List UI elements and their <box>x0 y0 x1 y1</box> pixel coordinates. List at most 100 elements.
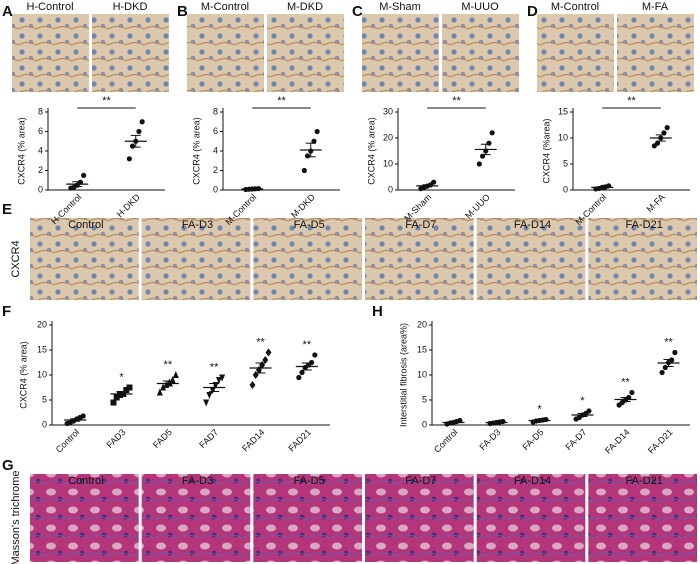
data-point <box>206 392 213 399</box>
data-point <box>136 128 142 135</box>
y-tick-label: 5 <box>563 158 568 168</box>
significance: ** <box>210 361 219 373</box>
y-tick-label: 6 <box>38 126 43 136</box>
y-tick-label: 10 <box>383 158 393 168</box>
data-point <box>126 156 132 162</box>
image-label: H-Control <box>26 1 73 13</box>
x-tick-label: FAD7 <box>197 427 220 450</box>
image-label: FA-D3 <box>182 219 213 231</box>
data-point <box>672 349 678 356</box>
significance: ** <box>303 339 312 351</box>
data-point <box>476 161 482 167</box>
row-label: CXCR4 <box>10 240 22 277</box>
data-point <box>203 399 210 407</box>
x-tick-label: FAD3 <box>105 427 128 450</box>
data-point <box>629 389 635 396</box>
micrograph <box>92 14 169 92</box>
data-point <box>299 369 305 376</box>
y-tick-label: 30 <box>383 106 393 116</box>
y-axis-label: CXCR4 (% area) <box>18 341 28 409</box>
significance: ** <box>452 95 461 107</box>
image-label: M-FA <box>642 1 669 13</box>
y-tick-label: 0 <box>42 419 47 429</box>
y-tick-label: 20 <box>417 319 427 329</box>
image-label: FA-D14 <box>514 475 551 487</box>
significance: ** <box>102 95 111 107</box>
image-label: H-DKD <box>113 1 148 13</box>
data-point <box>156 388 163 396</box>
data-point <box>110 399 117 406</box>
y-tick-label: 4 <box>38 145 43 155</box>
data-point <box>296 374 302 381</box>
micrograph <box>187 14 264 92</box>
data-point <box>265 348 272 357</box>
y-axis-label: Interstitial fibrosis (area%) <box>398 323 408 427</box>
micrograph <box>365 474 474 562</box>
data-point <box>81 172 87 178</box>
y-tick-label: 4 <box>213 145 218 155</box>
image-label: FA-D5 <box>294 219 325 231</box>
data-point <box>312 352 318 358</box>
significance: ** <box>627 95 636 107</box>
x-tick-label: FAD14 <box>240 427 267 454</box>
x-tick-label: M-FA <box>645 192 667 214</box>
y-tick-label: 0 <box>422 419 427 429</box>
significance: * <box>537 403 542 415</box>
data-point <box>116 392 123 398</box>
micrograph <box>617 14 694 92</box>
row-label: Masson's trichrome <box>10 470 22 564</box>
data-point <box>654 140 661 146</box>
image-label: FA-D3 <box>182 475 213 487</box>
data-point <box>129 143 136 149</box>
image-label: FA-D7 <box>405 219 436 231</box>
data-point <box>431 179 437 185</box>
data-point <box>113 394 120 401</box>
image-label: FA-D21 <box>626 475 663 487</box>
y-axis-label: CXCR4 (%area) <box>541 118 551 183</box>
significance: ** <box>277 95 286 107</box>
significance: ** <box>164 359 173 371</box>
y-tick-label: 15 <box>37 344 47 354</box>
panel-letter: H <box>372 303 383 320</box>
micrograph <box>253 474 362 562</box>
y-tick-label: 0 <box>388 184 393 194</box>
micrograph <box>30 474 139 562</box>
x-tick-label: FA-D5 <box>520 427 545 452</box>
panel-letter: G <box>2 457 14 474</box>
x-tick-label: M-DKD <box>289 192 317 220</box>
x-tick-label: FA-D21 <box>646 427 675 456</box>
panel-letter: C <box>352 3 363 20</box>
x-tick-label: FA-D7 <box>563 427 588 452</box>
x-tick-label: FAD21 <box>286 427 313 454</box>
image-label: M-Sham <box>379 1 421 13</box>
y-tick-label: 15 <box>558 106 568 116</box>
micrograph <box>476 474 586 562</box>
image-label: Control <box>68 219 103 231</box>
data-point <box>219 374 226 382</box>
x-tick-label: H-DKD <box>115 192 143 220</box>
image-label: M-DKD <box>287 1 323 13</box>
micrograph <box>362 14 439 92</box>
y-axis-label: CXCR4 (% area) <box>366 117 376 185</box>
data-point <box>664 125 670 131</box>
data-point <box>172 371 179 378</box>
y-tick-label: 0 <box>213 184 218 194</box>
data-point <box>304 153 311 159</box>
data-point <box>139 119 145 125</box>
y-tick-label: 0 <box>38 184 43 194</box>
x-tick-label: Control <box>54 427 82 455</box>
y-tick-label: 10 <box>37 369 47 379</box>
y-tick-label: 2 <box>38 165 43 175</box>
significance: * <box>119 371 124 383</box>
data-point <box>80 413 86 419</box>
significance: ** <box>256 336 265 348</box>
image-label: FA-D21 <box>626 219 663 231</box>
image-label: FA-D5 <box>294 475 325 487</box>
micrograph <box>588 474 697 562</box>
y-tick-label: 20 <box>37 319 47 329</box>
data-point <box>489 130 495 136</box>
image-label: M-Control <box>551 1 599 13</box>
y-tick-label: 20 <box>383 132 393 142</box>
panel-letter: F <box>2 303 11 320</box>
